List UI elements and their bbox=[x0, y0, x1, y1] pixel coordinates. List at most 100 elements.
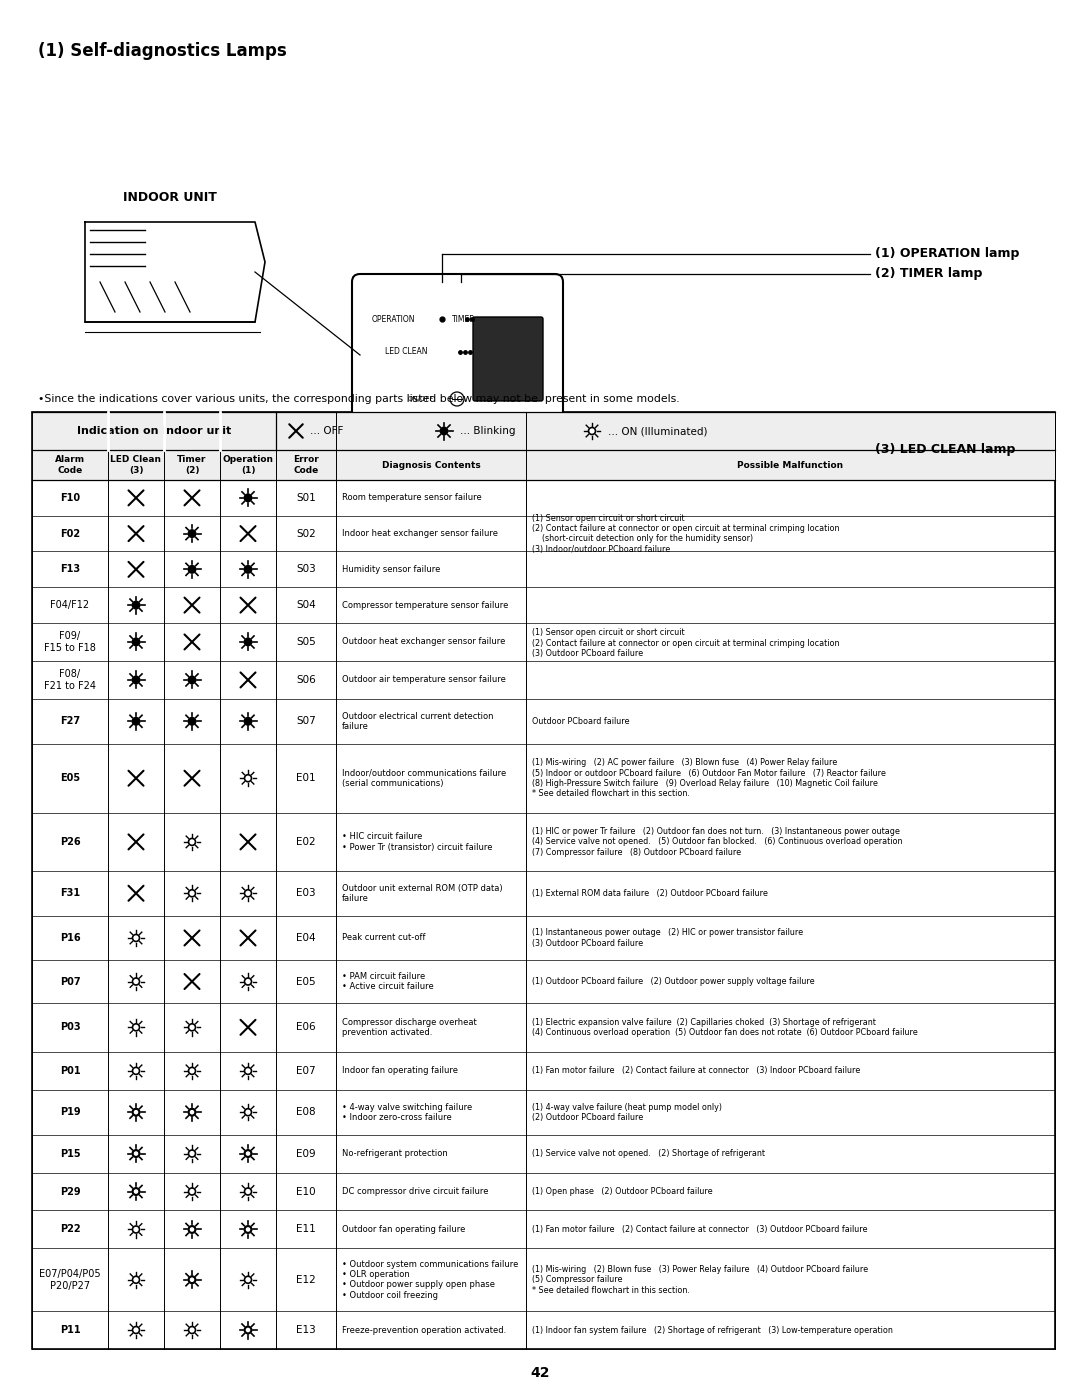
Text: (1) Instantaneous power outage   (2) HIC or power transistor failure
(3) Outdoor: (1) Instantaneous power outage (2) HIC o… bbox=[532, 928, 804, 947]
Text: OPERATION: OPERATION bbox=[372, 314, 416, 324]
Text: ... ON (Illuminated): ... ON (Illuminated) bbox=[608, 426, 707, 436]
Text: (1) Mis-wiring   (2) AC power failure   (3) Blown fuse   (4) Power Relay failure: (1) Mis-wiring (2) AC power failure (3) … bbox=[532, 759, 886, 798]
Circle shape bbox=[244, 718, 252, 725]
Text: ON/OFF: ON/OFF bbox=[408, 395, 434, 402]
Text: E05: E05 bbox=[296, 977, 315, 986]
Bar bbox=[32, 412, 1055, 1350]
Text: S03: S03 bbox=[296, 564, 315, 574]
Text: P22: P22 bbox=[59, 1225, 80, 1235]
Text: (1) Indoor fan system failure   (2) Shortage of refrigerant   (3) Low-temperatur: (1) Indoor fan system failure (2) Shorta… bbox=[532, 1326, 893, 1334]
Text: Peak current cut-off: Peak current cut-off bbox=[342, 933, 426, 943]
Text: F13: F13 bbox=[59, 564, 80, 574]
Text: P03: P03 bbox=[59, 1023, 80, 1032]
Text: 42: 42 bbox=[530, 1366, 550, 1380]
Circle shape bbox=[132, 1187, 139, 1196]
Text: E11: E11 bbox=[296, 1225, 315, 1235]
Circle shape bbox=[133, 978, 139, 985]
Text: TIMER: TIMER bbox=[453, 314, 475, 324]
Bar bbox=[32, 450, 1055, 481]
Text: • 4-way valve switching failure
• Indoor zero-cross failure: • 4-way valve switching failure • Indoor… bbox=[342, 1102, 472, 1122]
Text: Room temperature sensor failure: Room temperature sensor failure bbox=[342, 493, 482, 503]
Text: • PAM circuit failure
• Active circuit failure: • PAM circuit failure • Active circuit f… bbox=[342, 972, 434, 992]
Text: Timer
(2): Timer (2) bbox=[177, 455, 206, 475]
Text: Freeze-prevention operation activated.: Freeze-prevention operation activated. bbox=[342, 1326, 507, 1334]
Text: S01: S01 bbox=[296, 493, 315, 503]
Text: P11: P11 bbox=[59, 1324, 80, 1336]
Text: P07: P07 bbox=[59, 977, 80, 986]
Circle shape bbox=[188, 1108, 195, 1116]
Circle shape bbox=[189, 1067, 195, 1074]
Text: ... OFF: ... OFF bbox=[310, 426, 343, 436]
Text: P19: P19 bbox=[59, 1108, 80, 1118]
Text: (1) External ROM data failure   (2) Outdoor PCboard failure: (1) External ROM data failure (2) Outdoo… bbox=[532, 888, 768, 898]
Text: Error
Code: Error Code bbox=[293, 455, 319, 475]
Circle shape bbox=[190, 1278, 193, 1281]
Text: Outdoor heat exchanger sensor failure: Outdoor heat exchanger sensor failure bbox=[342, 637, 505, 647]
Text: Outdoor PCboard failure: Outdoor PCboard failure bbox=[532, 717, 630, 726]
Circle shape bbox=[189, 838, 195, 845]
Text: Possible Malfunction: Possible Malfunction bbox=[738, 461, 843, 469]
Text: (1) Mis-wiring   (2) Blown fuse   (3) Power Relay failure   (4) Outdoor PCboard : (1) Mis-wiring (2) Blown fuse (3) Power … bbox=[532, 1264, 868, 1295]
Text: Indoor fan operating failure: Indoor fan operating failure bbox=[342, 1066, 458, 1076]
Circle shape bbox=[188, 1275, 195, 1284]
Text: E02: E02 bbox=[296, 837, 315, 847]
Circle shape bbox=[132, 601, 139, 609]
Text: INDOOR UNIT: INDOOR UNIT bbox=[123, 191, 217, 204]
Text: (1) Fan motor failure   (2) Contact failure at connector   (3) Outdoor PCboard f: (1) Fan motor failure (2) Contact failur… bbox=[532, 1225, 867, 1234]
Text: E07: E07 bbox=[296, 1066, 315, 1076]
Circle shape bbox=[133, 1024, 139, 1031]
Circle shape bbox=[189, 1327, 195, 1334]
Circle shape bbox=[133, 1327, 139, 1334]
FancyBboxPatch shape bbox=[352, 274, 563, 434]
Circle shape bbox=[589, 427, 595, 434]
Text: E10: E10 bbox=[296, 1186, 315, 1196]
Circle shape bbox=[246, 1329, 249, 1331]
Text: F08/
F21 to F24: F08/ F21 to F24 bbox=[44, 669, 96, 690]
Text: LED Clean
(3): LED Clean (3) bbox=[110, 455, 162, 475]
Text: (1) Outdoor PCboard failure   (2) Outdoor power supply voltage failure: (1) Outdoor PCboard failure (2) Outdoor … bbox=[532, 977, 814, 986]
Text: Outdoor fan operating failure: Outdoor fan operating failure bbox=[342, 1225, 465, 1234]
Text: Compressor temperature sensor failure: Compressor temperature sensor failure bbox=[342, 601, 509, 609]
Text: E06: E06 bbox=[296, 1023, 315, 1032]
Text: Diagnosis Contents: Diagnosis Contents bbox=[381, 461, 481, 469]
Text: (1) Sensor open circuit or short circuit
(2) Contact failure at connector or ope: (1) Sensor open circuit or short circuit… bbox=[532, 514, 839, 553]
Text: Outdoor electrical current detection
failure: Outdoor electrical current detection fai… bbox=[342, 711, 494, 731]
Text: (1) Electric expansion valve failure  (2) Capillaries choked  (3) Shortage of re: (1) Electric expansion valve failure (2)… bbox=[532, 1017, 918, 1037]
Circle shape bbox=[132, 718, 139, 725]
Circle shape bbox=[132, 676, 139, 683]
Text: (1) 4-way valve failure (heat pump model only)
(2) Outdoor PCboard failure: (1) 4-way valve failure (heat pump model… bbox=[532, 1102, 723, 1122]
Text: E05: E05 bbox=[59, 773, 80, 784]
Text: E08: E08 bbox=[296, 1108, 315, 1118]
Circle shape bbox=[132, 1150, 139, 1157]
Circle shape bbox=[244, 638, 252, 645]
Circle shape bbox=[190, 1228, 193, 1231]
Text: P26: P26 bbox=[59, 837, 80, 847]
Text: (1) Service valve not opened.   (2) Shortage of refrigerant: (1) Service valve not opened. (2) Shorta… bbox=[532, 1148, 765, 1158]
Text: F04/F12: F04/F12 bbox=[51, 601, 90, 610]
Circle shape bbox=[133, 1277, 139, 1284]
Text: (2) TIMER lamp: (2) TIMER lamp bbox=[875, 267, 983, 281]
Text: S06: S06 bbox=[296, 675, 315, 685]
Text: P15: P15 bbox=[59, 1148, 80, 1158]
Circle shape bbox=[244, 566, 252, 573]
Text: F09/
F15 to F18: F09/ F15 to F18 bbox=[44, 631, 96, 652]
Text: E13: E13 bbox=[296, 1324, 315, 1336]
Text: S05: S05 bbox=[296, 637, 315, 647]
Text: No-refrigerant protection: No-refrigerant protection bbox=[342, 1148, 448, 1158]
Circle shape bbox=[189, 1150, 195, 1157]
Circle shape bbox=[132, 1108, 139, 1116]
Circle shape bbox=[244, 1150, 252, 1157]
Text: • Outdoor system communications failure
• OLR operation
• Outdoor power supply o: • Outdoor system communications failure … bbox=[342, 1260, 518, 1299]
Text: • HIC circuit failure
• Power Tr (transistor) circuit failure: • HIC circuit failure • Power Tr (transi… bbox=[342, 833, 492, 852]
Circle shape bbox=[244, 1109, 252, 1116]
Circle shape bbox=[188, 1225, 195, 1234]
Text: LED CLEAN: LED CLEAN bbox=[384, 348, 428, 356]
Text: Outdoor unit external ROM (OTP data)
failure: Outdoor unit external ROM (OTP data) fai… bbox=[342, 883, 502, 902]
Text: E04: E04 bbox=[296, 933, 315, 943]
Circle shape bbox=[133, 1067, 139, 1074]
Text: (1) Fan motor failure   (2) Contact failure at connector   (3) Indoor PCboard fa: (1) Fan motor failure (2) Contact failur… bbox=[532, 1066, 861, 1076]
Text: Indoor/outdoor communications failure
(serial communications): Indoor/outdoor communications failure (s… bbox=[342, 768, 507, 788]
Circle shape bbox=[134, 1190, 137, 1193]
Text: E09: E09 bbox=[296, 1148, 315, 1158]
Text: (1) Self-diagnostics Lamps: (1) Self-diagnostics Lamps bbox=[38, 42, 287, 60]
